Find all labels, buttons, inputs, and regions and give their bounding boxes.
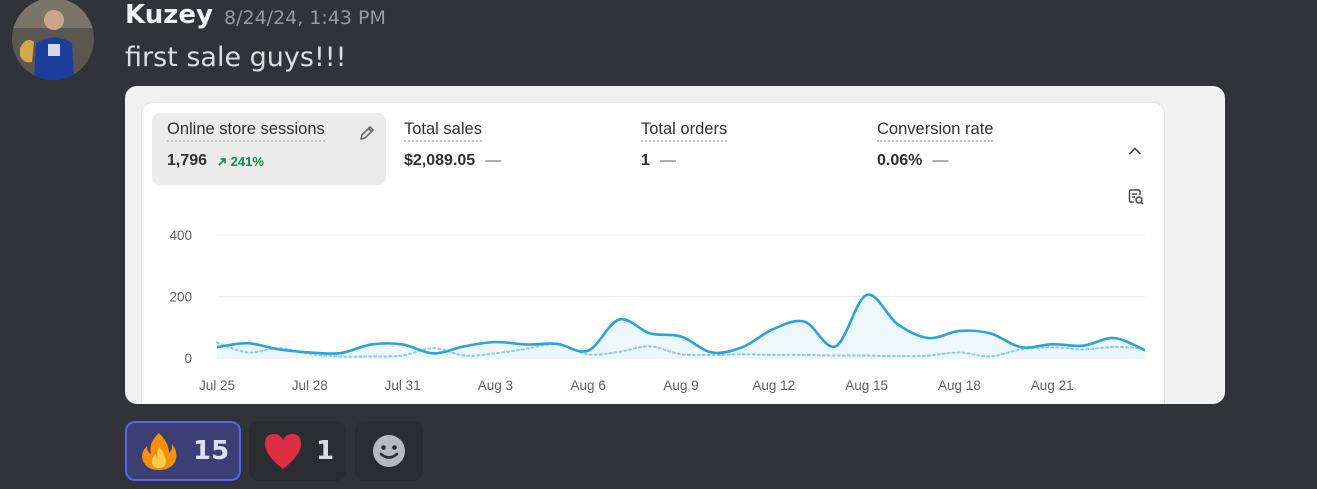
metric-online-store-sessions[interactable]: Online store sessions 1,796 241% <box>152 113 386 185</box>
x-tick-label: Aug 18 <box>938 378 981 393</box>
timestamp: 8/24/24, 1:43 PM <box>224 7 386 29</box>
reaction-count: 1 <box>316 436 335 466</box>
y-tick-label: 0 <box>184 351 192 366</box>
metric-label: Online store sessions <box>167 120 325 142</box>
chevron-up-icon[interactable] <box>1127 143 1143 159</box>
x-tick-label: Jul 28 <box>292 378 328 393</box>
sessions-area-fill <box>217 294 1145 358</box>
message-image-attachment[interactable]: Online store sessions 1,796 241% Total s… <box>125 86 1225 404</box>
reaction-fire[interactable]: 15 <box>125 421 241 481</box>
avatar[interactable] <box>12 0 94 80</box>
metric-label: Total sales <box>404 120 482 142</box>
arrow-up-right-icon <box>218 157 226 166</box>
add-reaction-icon <box>373 435 405 467</box>
x-tick-label: Aug 12 <box>752 378 795 393</box>
red-heart-icon <box>265 434 301 469</box>
metric-change: 241% <box>217 154 264 169</box>
metric-label: Conversion rate <box>877 120 994 142</box>
metric-conversion-rate[interactable]: Conversion rate 0.06% — <box>862 113 1082 185</box>
metric-value: 0.06% <box>877 152 923 169</box>
metric-total-orders[interactable]: Total orders 1 — <box>626 113 846 185</box>
x-tick-label: Jul 25 <box>199 378 235 393</box>
metric-value: 1 <box>641 152 650 169</box>
x-tick-label: Aug 21 <box>1031 378 1074 393</box>
fire-icon <box>142 433 177 470</box>
x-tick-label: Aug 15 <box>845 378 888 393</box>
metric-label: Total orders <box>641 120 728 142</box>
comparison-period-line <box>216 341 1146 358</box>
metric-value: $2,089.05 <box>404 152 476 169</box>
metric-total-sales[interactable]: Total sales $2,089.05 — <box>389 113 609 185</box>
add-reaction-button[interactable] <box>355 421 423 481</box>
x-tick-label: Aug 6 <box>571 378 606 393</box>
chart-analysis-icon[interactable] <box>1127 188 1145 206</box>
x-tick-label: Jul 31 <box>385 378 421 393</box>
x-tick-label: Aug 3 <box>478 378 513 393</box>
metric-value: 1,796 <box>167 152 208 169</box>
reaction-count: 15 <box>193 436 230 466</box>
metric-comparison-dash: — <box>659 152 676 169</box>
avatar-image <box>12 0 94 80</box>
y-tick-label: 400 <box>169 228 192 243</box>
message-text: first sale guys!!! <box>125 42 347 73</box>
metric-comparison-dash: — <box>932 152 949 169</box>
metric-comparison-dash: — <box>485 152 502 169</box>
pencil-icon[interactable] <box>358 124 376 142</box>
analytics-card: Online store sessions 1,796 241% Total s… <box>141 102 1165 404</box>
reaction-heart[interactable]: 1 <box>249 421 346 481</box>
username[interactable]: Kuzey <box>125 0 213 30</box>
sessions-line <box>216 293 1146 355</box>
x-tick-label: Aug 9 <box>663 378 698 393</box>
y-tick-label: 200 <box>169 290 192 305</box>
sessions-line-chart: 0 200 400 Jul 25 Jul 28 Jul 31 Aug 3 Aug 6 Aug 9… <box>169 228 1146 393</box>
metric-change-value: 241% <box>230 153 264 169</box>
